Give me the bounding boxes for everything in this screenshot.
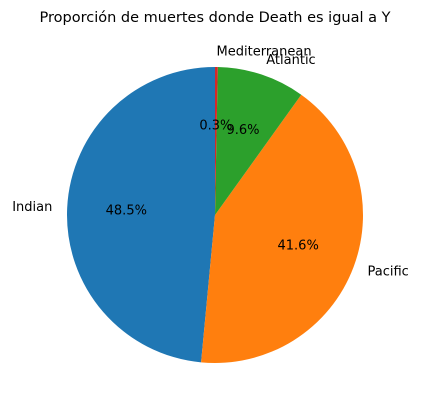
pie-label-atlantic: Atlantic (266, 53, 315, 68)
pie-slice-atlantic (215, 67, 302, 215)
pie-value-label-indian: 48.5% (106, 203, 147, 218)
pie-value-label-pacific: 41.6% (278, 239, 319, 254)
pie-slices (66, 67, 364, 364)
pie-value-label-atlantic: 9.6% (226, 123, 259, 138)
pie-label-mediterranean: Mediterranean (217, 45, 312, 60)
pie-slice-mediterranean (215, 67, 218, 215)
pie-slice-indian (66, 67, 215, 363)
pie-label-pacific: Pacific (367, 265, 408, 280)
chart-title: Proporción de muertes donde Death es igu… (40, 10, 391, 26)
pie-slice-pacific (201, 94, 364, 364)
pie-value-label-mediterranean: 0.3% (199, 119, 232, 134)
pie-labels: Indian 48.5% Pacific 41.6% Atlantic 9.6% Medit… (12, 45, 409, 280)
pie-label-indian: Indian (12, 200, 52, 215)
